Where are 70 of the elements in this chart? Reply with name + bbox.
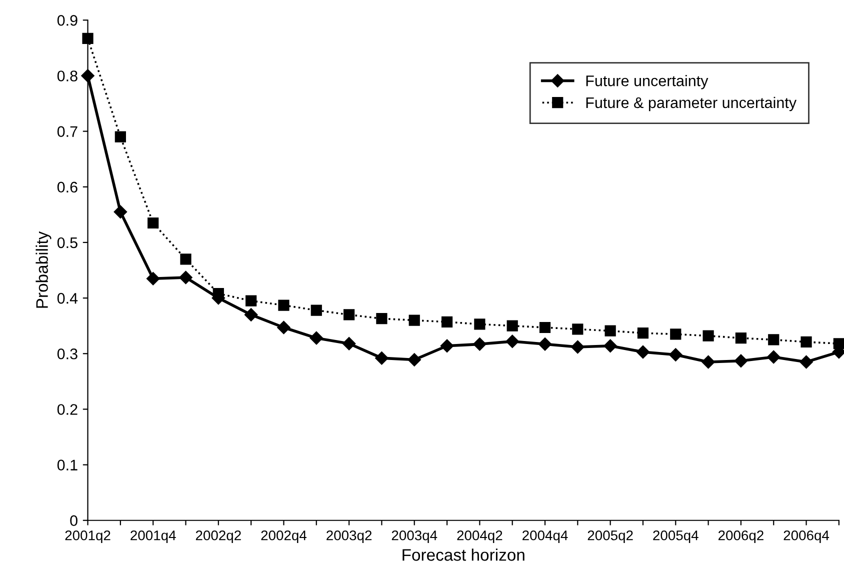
point xyxy=(473,338,486,351)
point xyxy=(82,32,94,44)
y-tick-label: 0.6 xyxy=(57,182,78,193)
y-tick-label: 0.2 xyxy=(57,404,78,415)
x-axis-title: Forecast horizon xyxy=(402,548,524,561)
legend-label: Future uncertainty xyxy=(586,75,708,90)
y-tick-label: 0.5 xyxy=(57,237,78,248)
point xyxy=(637,328,649,339)
point xyxy=(702,330,714,342)
point xyxy=(148,217,159,229)
x-tick-label: 2006q4 xyxy=(784,530,830,544)
x-tick-label: 2005q4 xyxy=(653,530,698,544)
point xyxy=(636,345,650,359)
point xyxy=(375,351,388,365)
point xyxy=(376,313,388,324)
y-tick-label: 0.3 xyxy=(57,348,78,360)
point xyxy=(277,320,290,334)
point xyxy=(670,328,682,340)
point xyxy=(408,353,421,366)
point xyxy=(669,348,682,362)
point xyxy=(114,131,126,142)
point xyxy=(604,325,616,336)
point xyxy=(81,69,94,82)
point xyxy=(506,334,519,348)
x-tick-label: 2002q2 xyxy=(196,530,241,544)
y-tick-label: 0.4 xyxy=(57,292,78,304)
legend-label: Future & parameter uncertainty xyxy=(586,96,797,112)
point xyxy=(179,270,192,284)
point xyxy=(702,355,715,369)
point xyxy=(768,334,780,346)
point xyxy=(506,320,518,332)
point xyxy=(310,304,322,316)
point xyxy=(539,322,551,334)
point xyxy=(180,254,192,265)
y-tick-label: 0 xyxy=(70,515,78,526)
point xyxy=(800,355,813,369)
point xyxy=(734,354,748,368)
y-tick-label: 0.7 xyxy=(57,126,78,137)
x-tick-label: 2003q4 xyxy=(392,530,438,544)
y-tick-label: 0.9 xyxy=(57,14,78,26)
point xyxy=(800,336,812,348)
point xyxy=(474,318,486,330)
x-tick-label: 2003q2 xyxy=(326,530,372,544)
point xyxy=(342,337,356,350)
point xyxy=(440,339,454,352)
point xyxy=(441,316,453,328)
point xyxy=(244,308,258,322)
point xyxy=(114,205,128,218)
point xyxy=(571,340,584,354)
point xyxy=(278,300,290,311)
point xyxy=(246,295,257,306)
x-tick-label: 2001q4 xyxy=(130,530,176,544)
point xyxy=(538,338,552,351)
point xyxy=(310,331,323,345)
x-tick-label: 2002q4 xyxy=(261,530,306,544)
y-tick-label: 0.1 xyxy=(57,460,78,470)
x-tick-label: 2005q2 xyxy=(588,530,633,544)
x-tick-label: 2004q2 xyxy=(457,530,502,544)
x-tick-label: 2004q4 xyxy=(522,530,568,544)
point xyxy=(146,272,160,286)
point xyxy=(735,332,747,344)
y-tick-label: 0.8 xyxy=(57,70,78,82)
point xyxy=(343,309,355,320)
point xyxy=(604,339,617,352)
point xyxy=(767,350,780,364)
point xyxy=(572,324,584,335)
point xyxy=(408,314,420,326)
x-tick-label: 2006q2 xyxy=(718,530,764,544)
y-axis-title: Probability xyxy=(36,231,52,308)
x-tick-label: 2001q2 xyxy=(65,530,110,544)
